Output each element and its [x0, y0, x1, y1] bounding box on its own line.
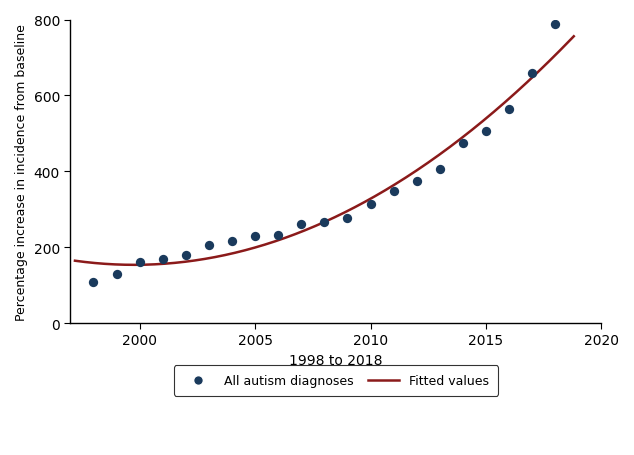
Point — [112, 270, 122, 278]
Point — [504, 106, 514, 113]
X-axis label: 1998 to 2018: 1998 to 2018 — [289, 353, 383, 367]
Point — [88, 279, 98, 286]
Y-axis label: Percentage increase in incidence from baseline: Percentage increase in incidence from ba… — [15, 24, 28, 320]
Point — [365, 201, 375, 208]
Point — [134, 258, 145, 266]
Point — [204, 242, 214, 249]
Point — [527, 70, 537, 77]
Point — [342, 214, 353, 222]
Point — [458, 140, 468, 147]
Point — [320, 219, 330, 227]
Point — [250, 233, 260, 240]
Legend: All autism diagnoses, Fitted values: All autism diagnoses, Fitted values — [174, 365, 498, 396]
Point — [296, 221, 306, 228]
Point — [411, 178, 422, 185]
Point — [158, 256, 168, 263]
Point — [389, 188, 399, 195]
Point — [550, 22, 560, 29]
Point — [435, 167, 445, 174]
Point — [227, 238, 237, 246]
Point — [181, 252, 191, 259]
Point — [481, 128, 491, 136]
Point — [273, 232, 283, 239]
